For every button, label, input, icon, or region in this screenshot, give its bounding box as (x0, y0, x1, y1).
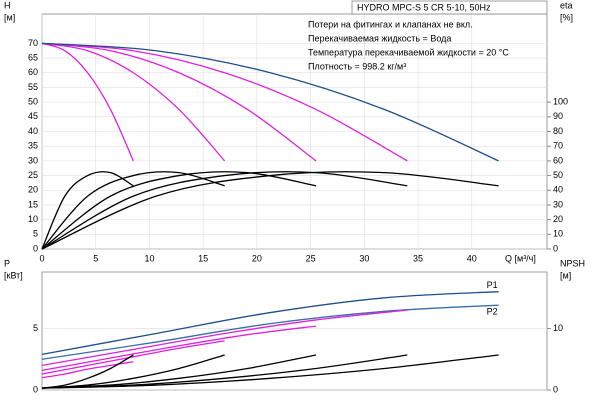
y-tick-label: 15 (28, 199, 38, 209)
curve (41, 340, 225, 375)
y-tick-label: 0 (33, 384, 38, 394)
curve (41, 171, 408, 250)
y2-tick-label: 0 (553, 384, 558, 394)
y-axis-label: P (4, 258, 10, 268)
y-tick-label: 5 (33, 323, 38, 333)
y2-axis-label: eta (560, 0, 573, 10)
y-tick-label: 35 (28, 141, 38, 151)
curve (41, 354, 134, 389)
y2-tick-label: 100 (553, 97, 568, 107)
y2-tick-label: 90 (553, 111, 563, 121)
y-tick-label: 45 (28, 111, 38, 121)
y2-tick-label: 80 (553, 126, 563, 136)
y2-axis-label: NPSH (560, 258, 585, 268)
y-tick-label: 65 (28, 52, 38, 62)
curve-label: P2 (487, 307, 498, 317)
title-box (351, 0, 548, 15)
curve (41, 171, 225, 250)
annotation: Плотность = 998.2 кг/м³ (308, 61, 406, 71)
curve (41, 291, 499, 355)
y2-tick-label: 70 (553, 141, 563, 151)
chart-title: HYDRO MPC-S 5 CR 5-10, 50Hz (357, 2, 491, 12)
y-tick-label: 25 (28, 170, 38, 180)
x-tick-label: 10 (144, 253, 154, 263)
annotation: Потери на фитингах и клапанах не вкл. (308, 19, 473, 29)
annotation: Перекачиваемая жидкость = Вода (308, 33, 451, 43)
curve (41, 42, 317, 162)
y-tick-label: 50 (28, 97, 38, 107)
y2-tick-label: 30 (553, 199, 563, 209)
x-axis-label: Q [м³/ч] (505, 253, 536, 263)
y-tick-label: 70 (28, 38, 38, 48)
y-tick-label: 40 (28, 126, 38, 136)
x-tick-label: 25 (306, 253, 316, 263)
x-tick-label: 40 (467, 253, 477, 263)
x-tick-label: 35 (413, 253, 423, 263)
x-tick-label: 0 (39, 253, 44, 263)
y-axis-label: [м] (4, 12, 15, 22)
curve (41, 325, 317, 371)
y2-axis-label: [м] (560, 270, 571, 280)
curve (41, 42, 134, 162)
x-tick-label: 15 (198, 253, 208, 263)
plot-frame (41, 271, 548, 391)
x-tick-label: 5 (93, 253, 98, 263)
y-tick-label: 60 (28, 67, 38, 77)
y2-tick-label: 20 (553, 214, 563, 224)
x-tick-label: 30 (359, 253, 369, 263)
y-tick-label: 10 (28, 214, 38, 224)
y-tick-label: 5 (33, 229, 38, 239)
curve (41, 354, 499, 389)
y2-axis-label: [%] (560, 12, 573, 22)
y-tick-label: 55 (28, 82, 38, 92)
y-axis-label: H (4, 0, 11, 10)
curve (41, 361, 134, 379)
curve (41, 42, 499, 162)
curve (41, 354, 225, 389)
curve-label: P1 (487, 280, 498, 290)
y2-tick-label: 10 (553, 323, 563, 333)
curve (41, 309, 408, 367)
y2-tick-label: 60 (553, 155, 563, 165)
y-tick-label: 20 (28, 185, 38, 195)
y2-tick-label: 10 (553, 229, 563, 239)
y-tick-label: 30 (28, 155, 38, 165)
y2-tick-label: 50 (553, 170, 563, 180)
y-axis-label: [кВт] (4, 270, 23, 280)
curve (41, 171, 499, 250)
curve (41, 304, 499, 360)
y2-tick-label: 40 (553, 185, 563, 195)
curve (41, 42, 226, 162)
y-tick-label: 0 (33, 243, 38, 253)
y2-tick-label: 0 (553, 243, 558, 253)
curve (41, 42, 408, 162)
curve (41, 171, 134, 250)
x-tick-label: 20 (252, 253, 262, 263)
curve (41, 354, 317, 389)
annotation: Температура перекачиваемой жидкости = 20… (308, 47, 509, 57)
